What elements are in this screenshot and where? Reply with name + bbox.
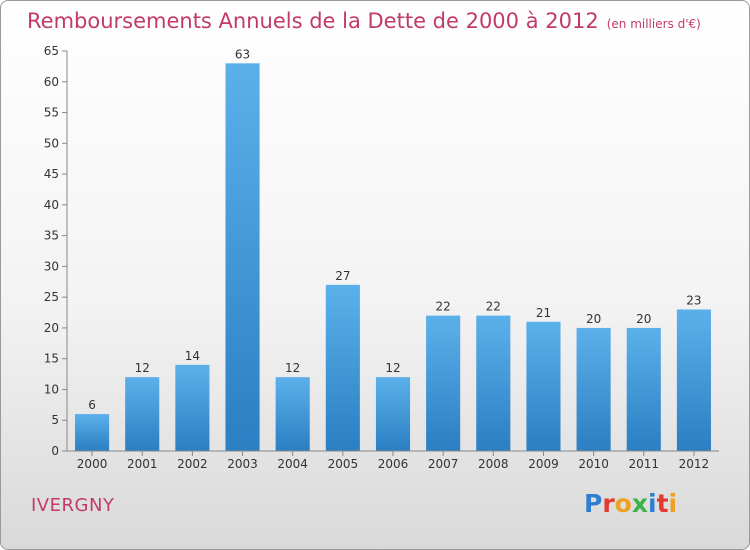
y-tick-label: 45	[44, 167, 59, 181]
x-tick-label: 2003	[227, 457, 258, 471]
logo-letter: i	[648, 489, 657, 518]
x-tick-label: 2006	[378, 457, 409, 471]
bar-value-label: 22	[436, 300, 451, 314]
x-tick-label: 2005	[328, 457, 359, 471]
bar-value-label: 23	[686, 293, 701, 307]
bar-value-label: 20	[636, 312, 651, 326]
y-tick-label: 5	[51, 413, 59, 427]
town-name: IVERGNY	[31, 495, 115, 516]
bar-2003	[225, 63, 260, 452]
bar-2005	[325, 284, 360, 451]
bar-2010	[576, 327, 611, 451]
y-tick-label: 40	[44, 198, 59, 212]
y-axis: 0 5 10 15 20 25 30 35 40 45 50 55 60 65	[44, 44, 68, 458]
x-tick-label: 2004	[277, 457, 308, 471]
x-tick-label: 2007	[428, 457, 459, 471]
proxiti-logo: Proxiti	[584, 489, 677, 518]
y-tick-label: 65	[44, 44, 59, 58]
y-tick-label: 25	[44, 290, 59, 304]
bar-value-label: 12	[135, 361, 150, 375]
y-tick-label: 20	[44, 321, 59, 335]
bar-2002	[175, 364, 210, 451]
bar-value-label: 27	[335, 269, 350, 283]
bar-2000	[75, 414, 110, 451]
y-tick-label: 10	[44, 382, 59, 396]
bar-value-label: 20	[586, 312, 601, 326]
bar-value-label: 12	[385, 361, 400, 375]
bar-2008	[476, 315, 511, 451]
logo-letter: P	[584, 489, 603, 518]
bar-2012	[676, 309, 711, 451]
bar-value-label: 63	[235, 47, 250, 61]
bar-value-label: 22	[486, 300, 501, 314]
logo-letter: i	[668, 489, 678, 518]
chart-subtitle: (en milliers d'€)	[606, 17, 701, 31]
bar-2011	[626, 327, 661, 451]
x-tick-label: 2012	[679, 457, 710, 471]
x-tick-label: 2011	[628, 457, 659, 471]
y-tick-label: 60	[44, 75, 59, 89]
x-tick-label: 2010	[578, 457, 609, 471]
y-tick-label: 0	[51, 444, 59, 458]
y-tick-label: 15	[44, 352, 59, 366]
y-tick-label: 55	[44, 106, 59, 120]
x-tick-label: 2001	[127, 457, 158, 471]
y-tick-label: 35	[44, 229, 59, 243]
bar-2009	[526, 321, 561, 451]
y-tick-label: 50	[44, 136, 59, 150]
bar-chart: 0 5 10 15 20 25 30 35 40 45 50 55 60 65 6 12 14 63 12 27 12…	[44, 44, 719, 471]
bar-value-label: 12	[285, 361, 300, 375]
bar-value-label: 6	[88, 398, 96, 412]
bars-group: 6 12 14 63 12 27 12 22 22 21 20 20 23	[75, 47, 711, 452]
bar-2006	[375, 377, 411, 451]
bar-2007	[426, 315, 461, 451]
x-tick-label: 2009	[528, 457, 559, 471]
bar-value-label: 14	[185, 349, 200, 363]
bar-2004	[275, 377, 310, 451]
x-tick-label: 2000	[77, 457, 108, 471]
x-axis: 2000 2001 2002 2003 2004 2005 2006 2007 2008 2009…	[67, 450, 719, 471]
logo-letter: r	[602, 489, 615, 518]
bar-value-label: 21	[536, 306, 551, 320]
chart-title-text: Remboursements Annuels de la Dette de 20…	[27, 9, 599, 33]
logo-letter: o	[614, 489, 632, 518]
y-tick-label: 30	[44, 259, 59, 273]
x-tick-label: 2008	[478, 457, 509, 471]
bar-2001	[125, 377, 160, 451]
x-tick-label: 2002	[177, 457, 208, 471]
chart-title: Remboursements Annuels de la Dette de 20…	[27, 9, 701, 33]
logo-letter: t	[656, 489, 669, 518]
logo-letter: x	[631, 489, 648, 518]
